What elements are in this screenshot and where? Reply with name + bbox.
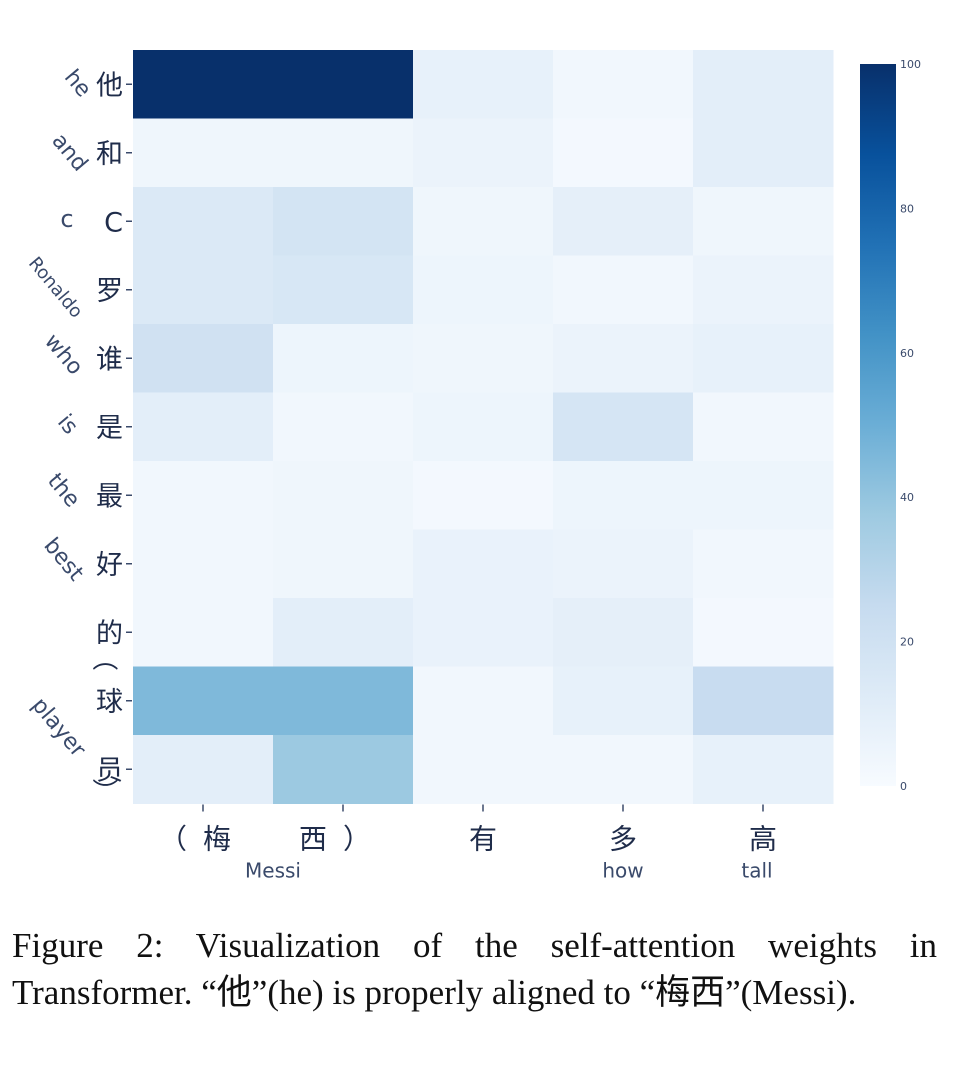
- heatmap-cell: [693, 187, 834, 256]
- heatmap-cell: [413, 118, 554, 188]
- heatmap-cell: [693, 461, 834, 530]
- heatmap-cell: [133, 735, 274, 804]
- y-tick-label: 罗: [96, 276, 123, 307]
- heatmap-cell: [133, 461, 274, 530]
- heatmap-cell: [413, 735, 554, 804]
- y-tick-label: C: [104, 207, 123, 238]
- y-tick-label: 谁: [96, 344, 123, 375]
- x-tick-label: 有: [469, 823, 497, 856]
- colorbar-tick-label: 0: [900, 780, 907, 793]
- colorbar-tick-label: 80: [900, 202, 914, 215]
- colorbar-tick-label: 60: [900, 347, 914, 360]
- heatmap-cell: [413, 666, 554, 736]
- heatmap-cell: [273, 735, 414, 804]
- heatmap-cell: [413, 324, 554, 393]
- y-tick-label: 最: [96, 481, 123, 512]
- heatmap-cell: [133, 255, 274, 325]
- y-translation-label: and: [47, 129, 93, 177]
- heatmap-cell: [273, 255, 414, 325]
- colorbar-tick-label: 100: [900, 58, 921, 71]
- y-translation-label: Ronaldo: [24, 253, 87, 322]
- heatmap-cell: [693, 392, 834, 462]
- colorbar-tick-label: 20: [900, 636, 914, 649]
- heatmap-cell: [553, 392, 694, 462]
- heatmap-cell: [413, 461, 554, 530]
- y-translation-label: is: [52, 410, 82, 440]
- heatmap-cell: [273, 50, 414, 119]
- y-bracket-close: ）: [89, 778, 119, 804]
- colorbar: [860, 64, 896, 786]
- heatmap-cell: [553, 50, 694, 119]
- y-bracket-open: （: [89, 645, 119, 671]
- x-translation-label: Messi: [245, 859, 301, 883]
- y-tick-label: 球: [96, 687, 123, 718]
- y-tick-label: 好: [96, 550, 123, 581]
- y-translation-label: c: [60, 205, 73, 233]
- heatmap-cell: [273, 529, 414, 599]
- y-tick-label: 员: [96, 755, 123, 786]
- heatmap-cell: [693, 735, 834, 804]
- y-tick-label: 和: [96, 139, 123, 170]
- heatmap-cell: [553, 187, 694, 256]
- heatmap-cell: [553, 598, 694, 667]
- y-translation-label: player: [27, 693, 91, 763]
- x-translation-label: how: [602, 859, 643, 883]
- heatmap-cell: [133, 598, 274, 667]
- heatmap-cell: [553, 461, 694, 530]
- y-translation-label: best: [39, 533, 89, 586]
- heatmap-cell: [133, 666, 274, 736]
- heatmap-cell: [413, 187, 554, 256]
- x-tick-label: 多: [609, 823, 637, 856]
- heatmap-cell: [413, 255, 554, 325]
- heatmap-cell: [553, 255, 694, 325]
- heatmap-cell: [413, 50, 554, 119]
- x-tick-label: 西）: [299, 823, 387, 856]
- heatmap-cell: [133, 529, 274, 599]
- heatmap-cell: [693, 118, 834, 188]
- heatmap-cell: [133, 324, 274, 393]
- y-tick-label: 的: [96, 618, 123, 649]
- x-tick-label: （梅: [159, 823, 247, 856]
- heatmap-cell: [693, 50, 834, 119]
- figure-caption: Figure 2: Visualization of the self-atte…: [12, 926, 937, 1012]
- colorbar-tick-label: 40: [900, 491, 914, 504]
- heatmap-cell: [133, 118, 274, 188]
- heatmap-cell: [273, 118, 414, 188]
- heatmap-cell: [553, 529, 694, 599]
- heatmap-cell: [553, 735, 694, 804]
- heatmap-cell: [273, 461, 414, 530]
- heatmap-cell: [273, 392, 414, 462]
- heatmap-cell: [273, 598, 414, 667]
- heatmap-cell: [553, 666, 694, 736]
- y-translation-label: he: [59, 65, 96, 102]
- heatmap-cell: [413, 392, 554, 462]
- heatmap-cell: [693, 666, 834, 736]
- heatmap-cell: [693, 529, 834, 599]
- heatmap-cell: [273, 666, 414, 736]
- y-translation-label: who: [39, 329, 87, 380]
- heatmap-cell: [133, 187, 274, 256]
- y-tick-label: 他: [96, 70, 123, 101]
- heatmap-cell: [693, 598, 834, 667]
- heatmap-cell: [273, 324, 414, 393]
- x-translation-label: tall: [741, 859, 772, 883]
- heatmap-cell: [273, 187, 414, 256]
- heatmap-cell: [693, 324, 834, 393]
- heatmap-cell: [133, 392, 274, 462]
- x-tick-label: 高: [749, 823, 777, 856]
- heatmap-cell: [133, 50, 274, 119]
- heatmap-cell: [693, 255, 834, 325]
- heatmap-cell: [413, 598, 554, 667]
- heatmap-cell: [413, 529, 554, 599]
- heatmap-cell: [553, 118, 694, 188]
- y-translation-label: the: [42, 469, 84, 513]
- heatmap-cell: [553, 324, 694, 393]
- y-tick-label: 是: [96, 413, 123, 444]
